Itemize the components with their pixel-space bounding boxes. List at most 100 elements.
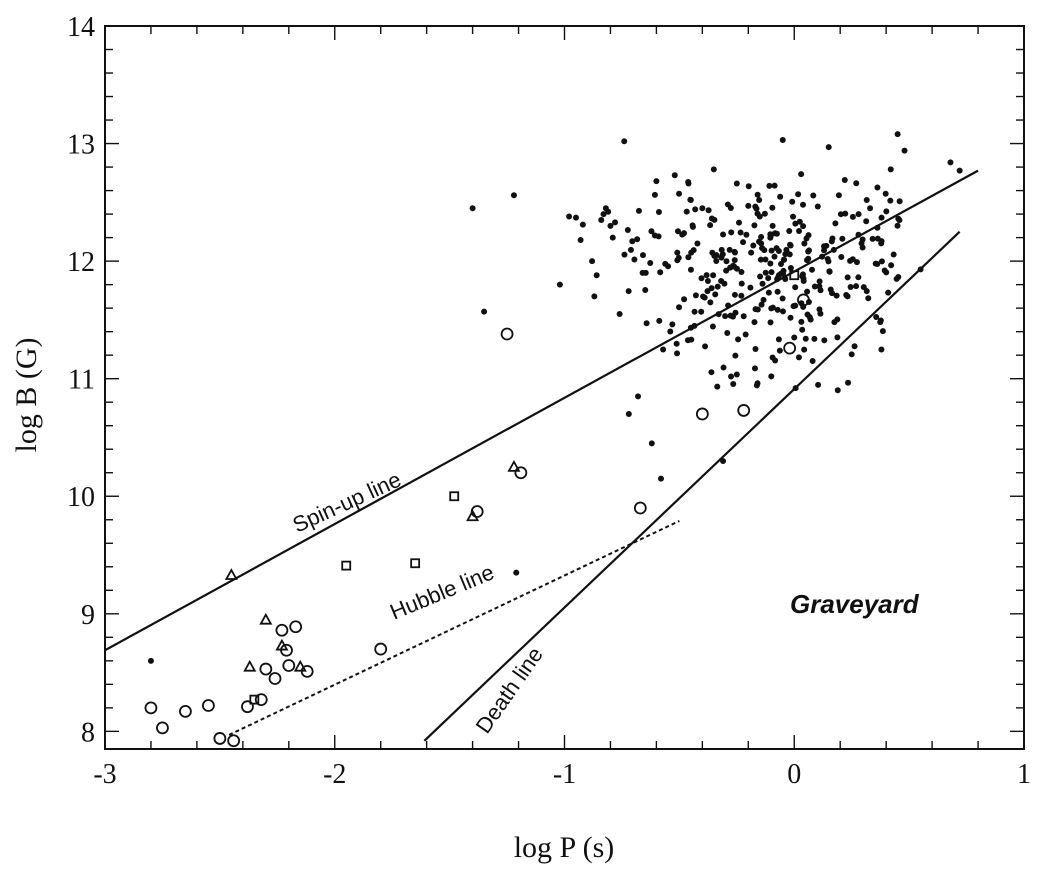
pulsar-point: [674, 228, 681, 235]
pulsar-point: [722, 313, 729, 320]
pulsar-point: [758, 234, 765, 241]
pulsar-point: [863, 218, 870, 225]
pulsar-point: [692, 292, 699, 299]
pulsar-point: [699, 205, 706, 212]
pulsar-point: [769, 204, 776, 211]
pulsar-point: [634, 236, 641, 243]
pulsar-point: [635, 207, 642, 214]
pulsar-point: [727, 204, 734, 211]
circle-point: [227, 734, 241, 748]
pulsar-point: [713, 258, 720, 265]
circle-point: [374, 642, 388, 656]
pulsar-point: [733, 265, 740, 272]
pulsar-point: [751, 365, 758, 372]
pulsar-point: [147, 657, 154, 664]
pulsar-point: [742, 331, 749, 338]
pulsar-point: [731, 248, 738, 255]
pulsar-point: [860, 284, 867, 291]
pulsar-point: [768, 269, 775, 276]
pulsar-point: [888, 262, 895, 269]
pulsar-point: [839, 235, 846, 242]
pulsar-point: [766, 182, 773, 189]
pulsar-point: [865, 295, 872, 302]
pulsar-point: [786, 227, 793, 234]
pulsar-point: [947, 159, 954, 166]
pulsar-point: [647, 260, 654, 267]
pulsar-point: [896, 217, 903, 224]
pulsar-point: [877, 319, 884, 326]
pulsar-point: [720, 364, 727, 371]
death-line-label: Death line: [471, 642, 548, 737]
pulsar-point: [767, 260, 774, 267]
pulsar-point: [878, 346, 885, 353]
square-point: [341, 560, 352, 571]
pulsar-point: [665, 263, 672, 270]
pulsar-point: [577, 236, 584, 243]
pulsar-point: [878, 258, 885, 265]
pulsar-point: [853, 283, 860, 290]
spin-up-line-label: Spin-up line: [289, 467, 405, 538]
y-tick-label: 9: [81, 600, 95, 631]
pulsar-point: [789, 198, 796, 205]
pulsar-point: [648, 440, 655, 447]
pulsar-point: [753, 382, 760, 389]
pulsar-point: [718, 246, 725, 253]
pulsar-point: [800, 278, 807, 285]
hubble-line-label: Hubble line: [386, 559, 497, 624]
pulsar-point: [798, 171, 805, 178]
circle-point: [500, 327, 514, 341]
pulsar-point: [738, 292, 745, 299]
pulsar-point: [874, 235, 881, 242]
pulsar-point: [631, 256, 638, 263]
pulsar-point: [689, 223, 696, 230]
pulsar-point: [874, 184, 881, 191]
circle-point: [783, 341, 797, 355]
pulsar-point: [735, 336, 742, 343]
y-tick-label: 8: [81, 717, 95, 748]
pulsar-point: [736, 219, 743, 226]
pulsar-point: [869, 235, 876, 242]
pulsar-point: [710, 166, 717, 173]
pulsar-point: [855, 211, 862, 218]
pulsar-point: [657, 269, 664, 276]
pulsar-point: [673, 340, 680, 347]
pulsar-point: [845, 379, 852, 386]
pulsar-point: [750, 242, 757, 249]
data-points: [144, 131, 963, 748]
pulsar-point: [728, 229, 735, 236]
pulsar-point: [798, 318, 805, 325]
pulsar-point: [605, 208, 612, 215]
pulsar-point: [873, 314, 880, 321]
pulsar-point: [754, 306, 761, 313]
square-point: [410, 558, 421, 569]
pulsar-point: [732, 309, 739, 316]
pulsar-point: [688, 249, 695, 256]
pulsar-point: [674, 249, 681, 256]
pulsar-point: [883, 208, 890, 215]
pulsar-point: [720, 457, 727, 464]
pulsar-point: [589, 258, 596, 265]
pulsar-point: [723, 258, 730, 265]
pulsar-point: [685, 254, 692, 261]
pulsar-point: [819, 253, 826, 260]
pulsar-point: [782, 275, 789, 282]
pulsar-point: [835, 192, 842, 199]
x-tick-label: 1: [1017, 759, 1031, 790]
triangle-point: [224, 568, 238, 580]
pulsar-point: [783, 249, 790, 256]
pulsar-point: [874, 260, 881, 267]
pulsar-point: [655, 233, 662, 240]
pulsar-point: [481, 308, 488, 315]
x-axis-title: log P (s): [514, 831, 615, 864]
pulsar-point: [627, 246, 634, 253]
circle-point: [156, 721, 169, 735]
pulsar-point: [893, 275, 900, 282]
pulsar-point: [775, 336, 782, 343]
pulsar-point: [738, 269, 745, 276]
circle-point: [144, 701, 158, 715]
pulsar-point: [621, 251, 628, 258]
graveyard-label: Graveyard: [790, 589, 920, 619]
pulsar-point: [824, 255, 831, 262]
pulsar-point: [566, 213, 573, 220]
y-axis-title: log B (G): [10, 338, 43, 453]
